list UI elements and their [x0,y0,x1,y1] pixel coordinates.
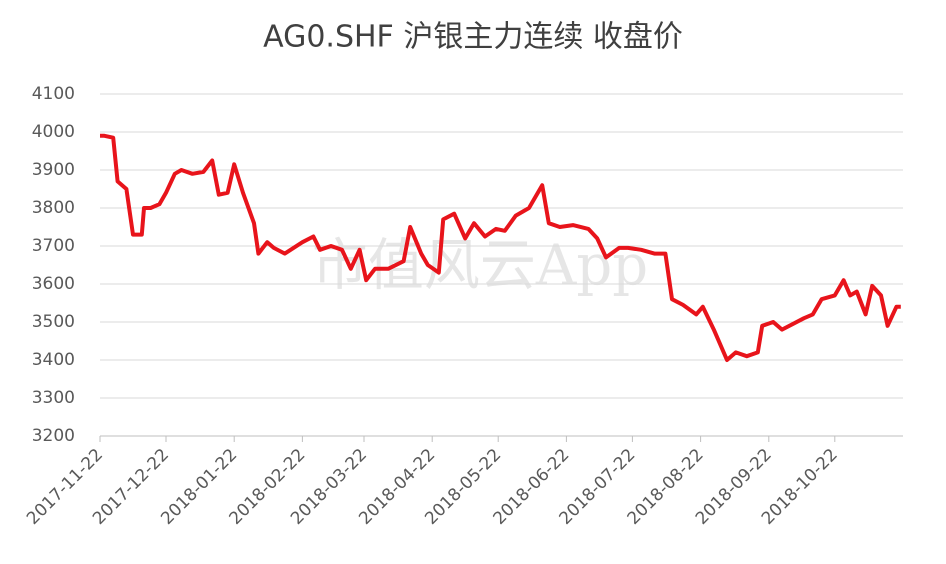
y-tick-label: 4100 [32,84,75,104]
y-tick-label: 3200 [32,426,75,446]
y-tick-label: 3600 [32,274,75,294]
y-tick-label: 3400 [32,350,75,370]
y-tick-label: 3500 [32,312,75,332]
y-tick-label: 3900 [32,160,75,180]
y-tick-label: 3700 [32,236,75,256]
chart-title: AG0.SHF 沪银主力连续 收盘价 [263,20,683,55]
watermark: 市值风云App [312,234,648,299]
y-tick-label: 3300 [32,388,75,408]
y-tick-label: 4000 [32,122,75,142]
price-line [100,133,901,362]
y-tick-label: 3800 [32,198,75,218]
